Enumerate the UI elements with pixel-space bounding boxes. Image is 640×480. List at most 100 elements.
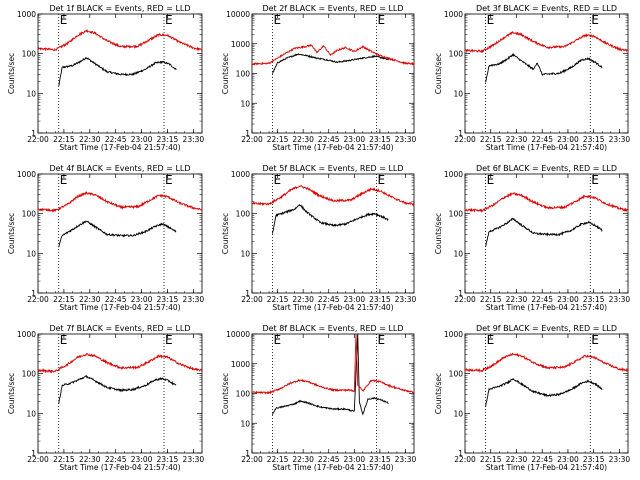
- x-tick-label: 22:00: [27, 295, 49, 304]
- series-lld-line: [37, 28, 202, 52]
- x-tick-label: 22:30: [506, 455, 528, 464]
- x-tick-label: 22:00: [241, 455, 263, 464]
- y-tick-label: 1000: [231, 40, 250, 49]
- x-tick-label: 23:30: [183, 455, 205, 464]
- y-tick-label: 100: [236, 210, 251, 219]
- y-axis-label: Counts/sec: [221, 213, 230, 254]
- y-tick-label: 1000: [231, 360, 250, 369]
- series-events-line: [58, 374, 177, 405]
- chart-panel-2: Det 2f BLACK = Events, RED = LLD 22:00 22:…: [221, 4, 417, 152]
- x-tick-label: 22:15: [53, 455, 75, 464]
- x-tick-label: 22:30: [292, 455, 314, 464]
- y-tick-label: 10: [453, 409, 463, 418]
- series-events-line: [485, 217, 603, 247]
- y-tick-label: 10: [240, 249, 250, 258]
- series-lld-line: [37, 191, 203, 213]
- x-tick-label: 22:00: [27, 135, 49, 144]
- x-tick-label: 22:00: [241, 135, 263, 144]
- plot-frame: [37, 173, 203, 294]
- x-axis-label: Start Time (17-Feb-04 21:57:40): [59, 303, 180, 312]
- event-marker-label: E: [273, 173, 281, 187]
- event-marker-label: E: [377, 13, 385, 27]
- x-tick-label: 23:00: [131, 135, 153, 144]
- x-tick-label: 23:15: [583, 295, 605, 304]
- y-axis-label: Counts/sec: [434, 373, 443, 414]
- series-lld-line: [251, 44, 415, 66]
- y-tick-label: 10: [26, 409, 36, 418]
- y-tick-label: 100: [22, 210, 37, 219]
- y-tick-label: 1: [245, 129, 250, 138]
- x-axis-label: Start Time (17-Feb-04 21:57:40): [486, 303, 607, 312]
- y-tick-label: 1: [31, 129, 36, 138]
- x-axis-label: Start Time (17-Feb-04 21:57:40): [486, 463, 607, 472]
- y-axis-label: Counts/sec: [7, 53, 16, 94]
- x-tick-label: 22:30: [506, 295, 528, 304]
- chart-panel-3: Det 3f BLACK = Events, RED = LLD 22:00 22:…: [434, 4, 630, 152]
- y-tick-label: 100: [449, 370, 464, 379]
- chart-title: Det 9f BLACK = Events, RED = LLD: [476, 324, 617, 333]
- x-tick-label: 22:00: [241, 295, 263, 304]
- x-tick-label: 22:45: [105, 135, 127, 144]
- x-tick-label: 22:45: [105, 455, 127, 464]
- chart-title: Det 5f BLACK = Events, RED = LLD: [262, 164, 403, 173]
- x-axis-label: Start Time (17-Feb-04 21:57:40): [272, 143, 393, 152]
- chart-panel-8: Det 8f BLACK = Events, RED = LLD 22:00 22:…: [221, 324, 417, 472]
- x-tick-label: 23:15: [369, 135, 391, 144]
- chart-panel-5: Det 5f BLACK = Events, RED = LLD 22:00 22:…: [221, 164, 417, 312]
- x-tick-label: 22:30: [506, 135, 528, 144]
- series-lld-line: [464, 352, 629, 374]
- chart-panel-1: Det 1f BLACK = Events, RED = LLD 22:00 22:…: [7, 4, 204, 152]
- y-axis-label: Counts/sec: [221, 53, 230, 94]
- series-lld-line: [37, 353, 203, 374]
- x-tick-label: 23:15: [583, 135, 605, 144]
- x-tick-label: 22:45: [531, 135, 553, 144]
- x-tick-label: 22:15: [480, 135, 502, 144]
- x-tick-label: 23:00: [557, 135, 579, 144]
- y-tick-label: 1000: [17, 330, 36, 339]
- chart-panel-4: Det 4f BLACK = Events, RED = LLD 22:00 22:…: [7, 164, 204, 312]
- x-tick-label: 22:30: [79, 295, 101, 304]
- y-tick-label: 1: [31, 449, 36, 458]
- y-tick-label: 1000: [444, 330, 463, 339]
- x-tick-label: 22:00: [454, 295, 476, 304]
- series-lld-line: [251, 333, 415, 395]
- event-marker-label: E: [273, 13, 281, 27]
- y-tick-label: 10000: [226, 330, 250, 339]
- x-tick-label: 23:00: [344, 295, 366, 304]
- x-tick-label: 23:15: [369, 295, 391, 304]
- y-axis-label: Counts/sec: [7, 213, 16, 254]
- x-tick-label: 23:30: [609, 295, 631, 304]
- y-tick-label: 10000: [226, 10, 250, 19]
- chart-title: Det 6f BLACK = Events, RED = LLD: [476, 164, 617, 173]
- x-tick-label: 22:15: [267, 135, 289, 144]
- x-tick-label: 23:30: [183, 135, 205, 144]
- y-tick-label: 10: [26, 249, 36, 258]
- chart-title: Det 3f BLACK = Events, RED = LLD: [476, 4, 617, 13]
- x-tick-label: 23:30: [395, 295, 417, 304]
- chart-title: Det 1f BLACK = Events, RED = LLD: [49, 4, 190, 13]
- x-tick-label: 22:15: [480, 295, 502, 304]
- y-tick-label: 1: [245, 449, 250, 458]
- series-events-line: [485, 52, 603, 83]
- y-tick-label: 1000: [17, 170, 36, 179]
- event-marker-label: E: [273, 333, 281, 347]
- y-tick-label: 100: [236, 390, 251, 399]
- x-tick-label: 23:30: [609, 135, 631, 144]
- x-tick-label: 22:45: [105, 295, 127, 304]
- series-lld-line: [251, 184, 415, 207]
- event-marker-label: E: [165, 13, 173, 27]
- chart-title: Det 8f BLACK = Events, RED = LLD: [262, 324, 403, 333]
- plot-frame: [251, 13, 415, 134]
- x-tick-label: 23:00: [557, 455, 579, 464]
- event-marker-label: E: [591, 173, 599, 187]
- x-tick-label: 22:45: [531, 295, 553, 304]
- x-tick-label: 22:00: [454, 455, 476, 464]
- x-tick-label: 22:15: [480, 455, 502, 464]
- x-tick-label: 23:30: [609, 455, 631, 464]
- y-tick-label: 10: [240, 99, 250, 108]
- x-tick-label: 22:15: [267, 455, 289, 464]
- x-tick-label: 22:00: [27, 455, 49, 464]
- x-tick-label: 23:30: [183, 295, 205, 304]
- x-tick-label: 23:00: [344, 455, 366, 464]
